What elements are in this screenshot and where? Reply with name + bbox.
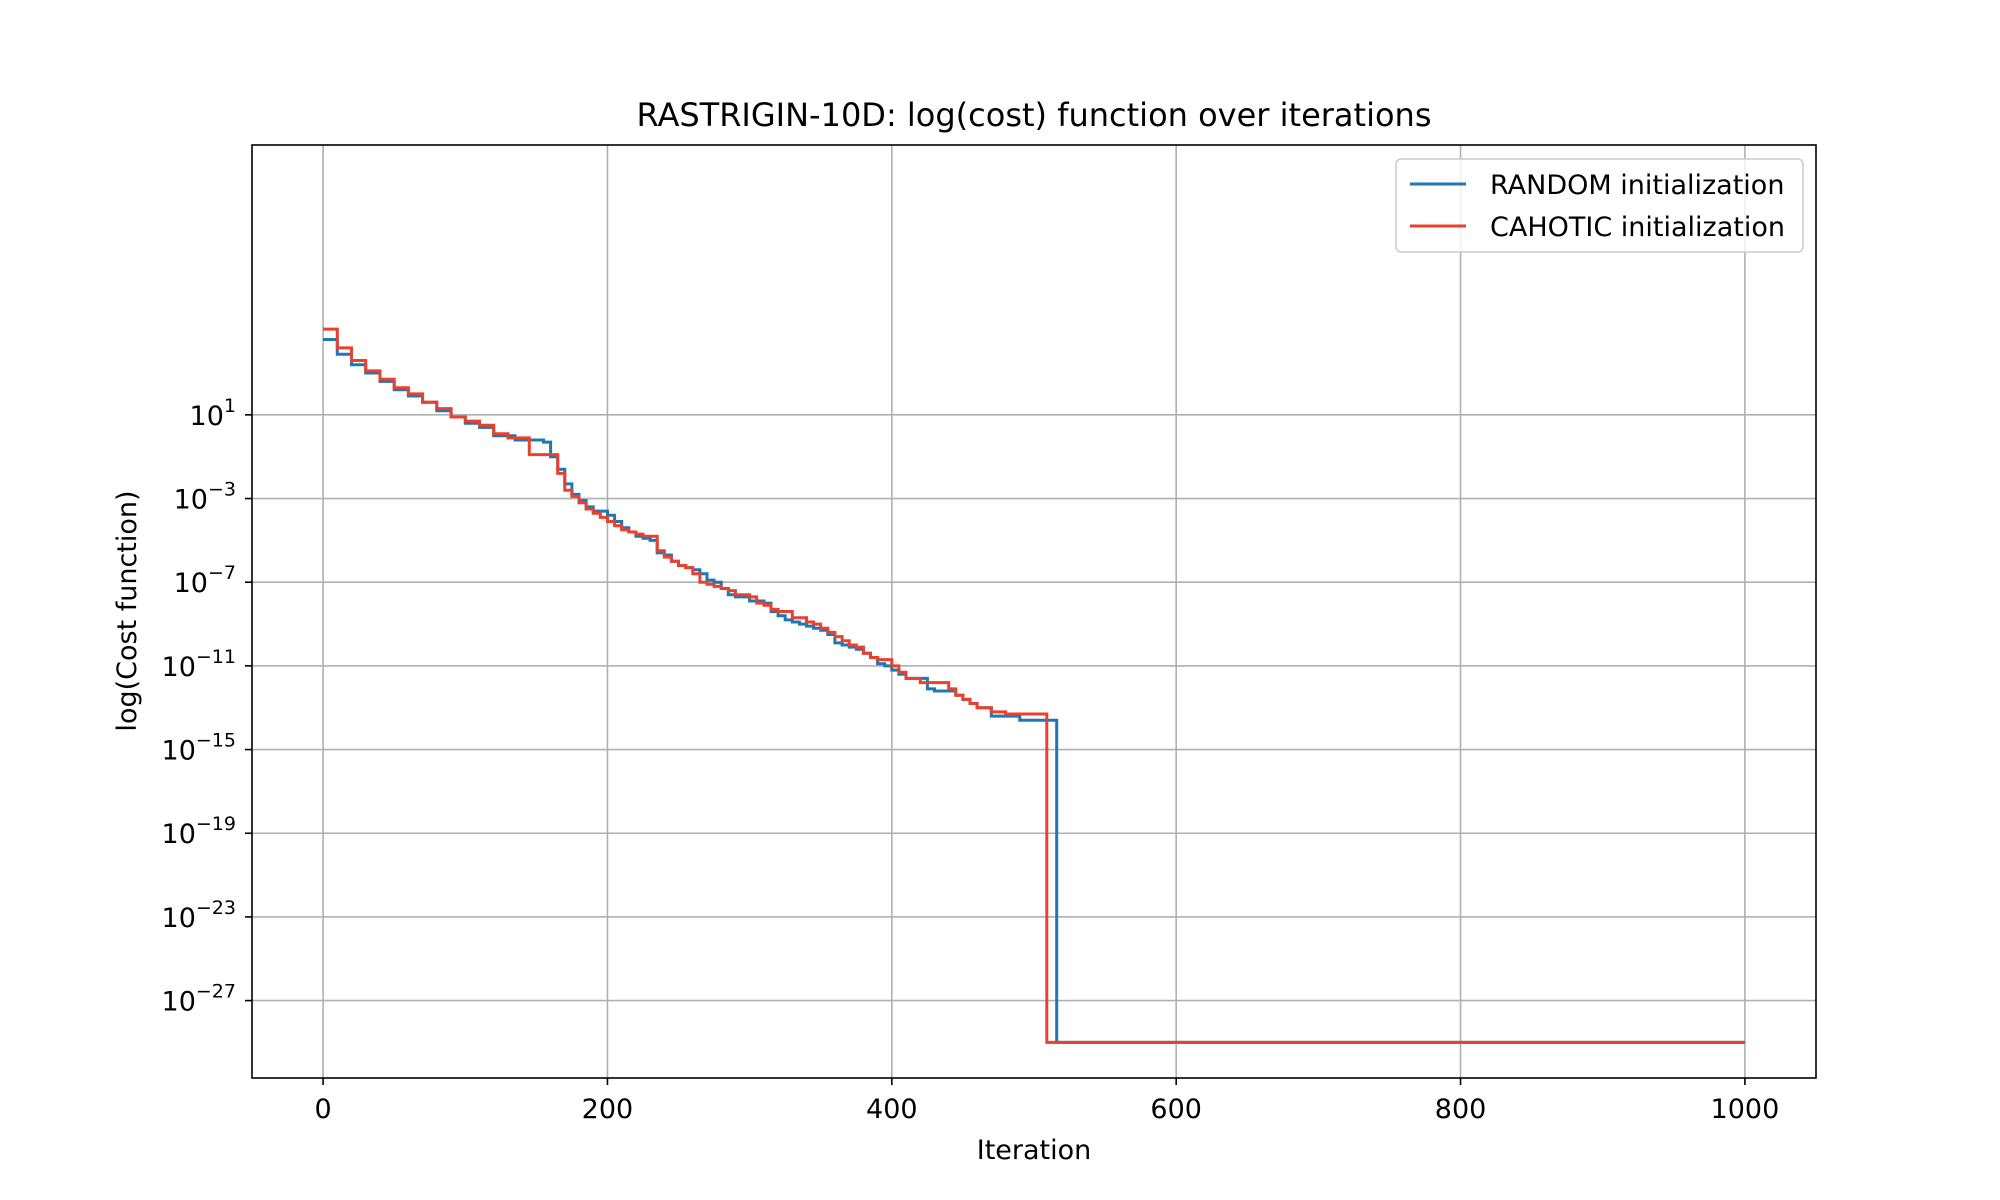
x-tick-label: 600 — [1150, 1094, 1202, 1125]
y-tick-label: 101 — [190, 395, 236, 432]
y-axis-title: log(Cost function) — [112, 490, 143, 731]
series-layer — [323, 327, 1745, 1044]
legend-label-1: CAHOTIC initialization — [1490, 212, 1785, 243]
y-tick-label: 10−27 — [162, 981, 236, 1018]
x-tick-label: 800 — [1435, 1094, 1487, 1125]
y-axis: 101 10−3 10−7 10−11 10−15 10−19 10−23 10−27 — [162, 395, 252, 1018]
x-axis-title: Iteration — [977, 1135, 1092, 1166]
x-tick-label: 1000 — [1711, 1094, 1780, 1125]
y-tick-label: 10−15 — [162, 730, 236, 767]
x-tick-label: 200 — [582, 1094, 634, 1125]
series-line-chaotic — [323, 327, 1745, 1044]
y-tick-label: 10−7 — [174, 562, 236, 599]
x-tick-label: 0 — [314, 1094, 331, 1125]
y-tick-label: 10−19 — [162, 813, 236, 850]
x-tick-label: 400 — [866, 1094, 918, 1125]
y-tick-label: 10−23 — [162, 897, 236, 934]
legend-box — [1395, 158, 1804, 253]
grid — [252, 145, 1816, 1078]
y-tick-label: 10−3 — [174, 479, 236, 516]
y-tick-label: 10−11 — [162, 646, 236, 683]
chart-title: RASTRIGIN-10D: log(cost) function over i… — [637, 96, 1432, 134]
legend: RANDOM initialization CAHOTIC initializat… — [1395, 158, 1804, 253]
legend-label-0: RANDOM initialization — [1490, 170, 1784, 201]
x-axis: 0 200 400 600 800 1000 — [314, 1078, 1779, 1125]
plot-area-background — [252, 145, 1816, 1078]
plot-frame — [251, 144, 1817, 1079]
